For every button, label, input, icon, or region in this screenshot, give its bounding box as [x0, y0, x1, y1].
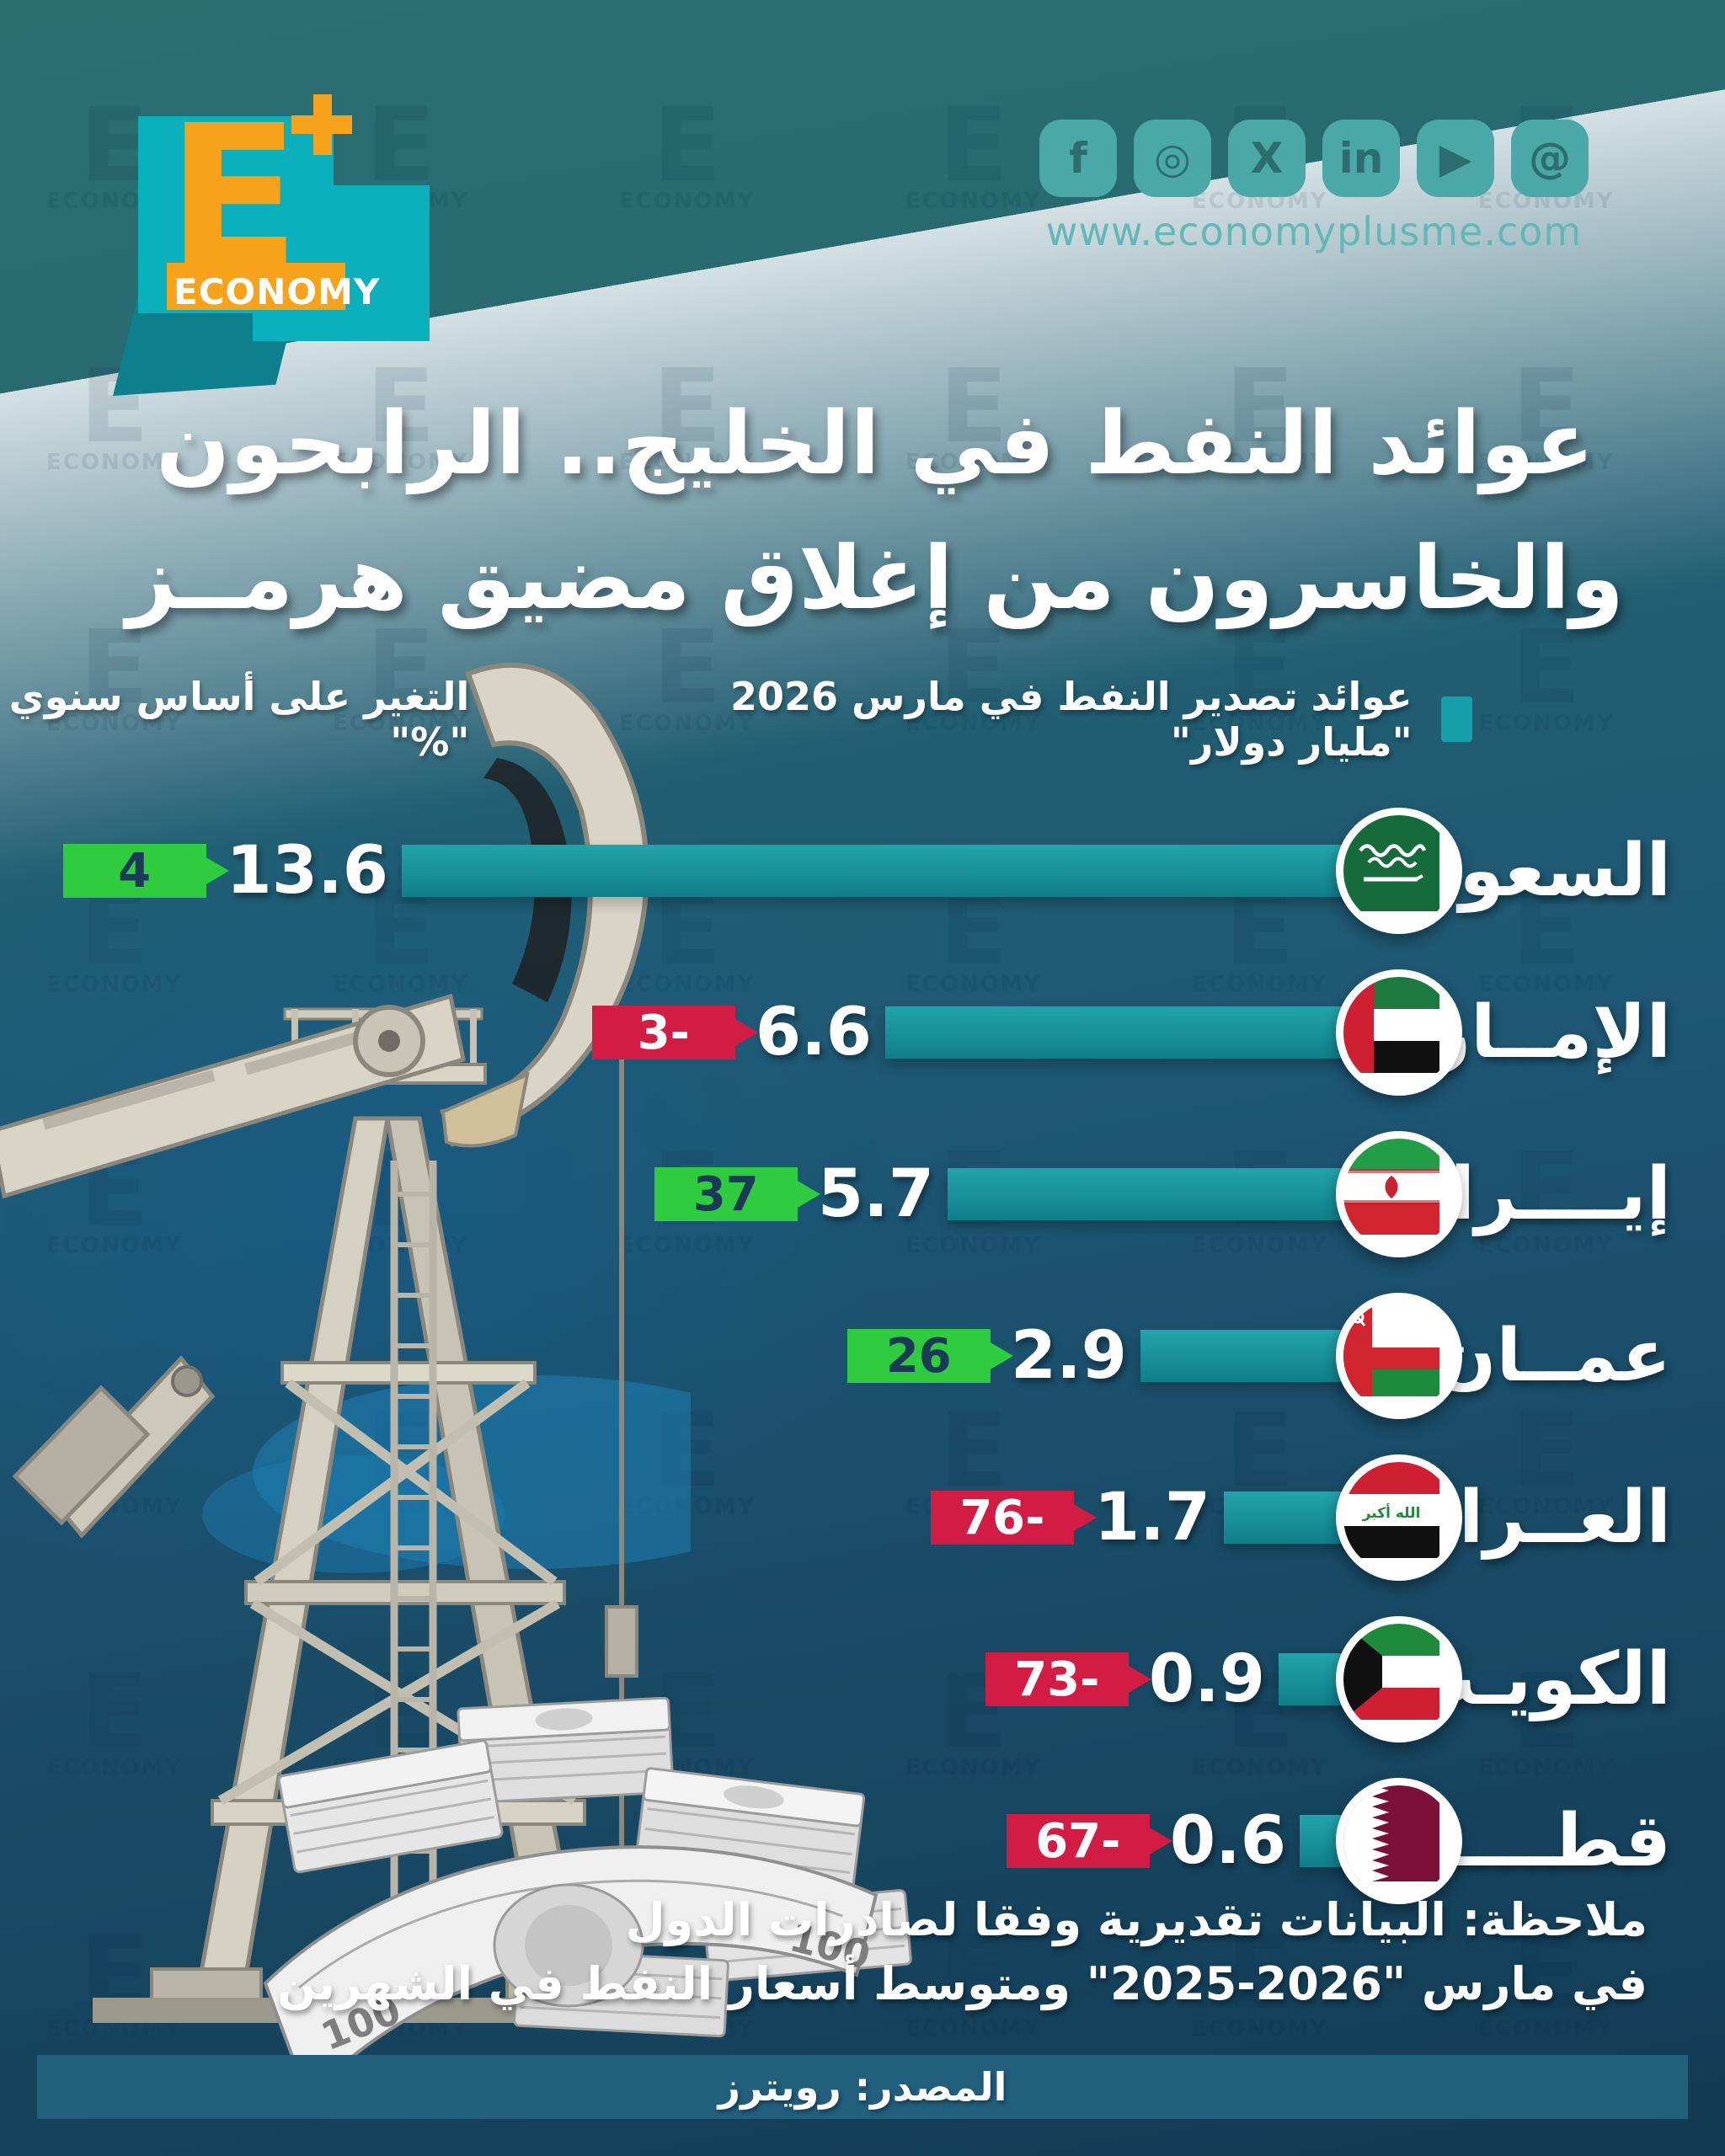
logo-letter-e: E [167, 83, 301, 311]
chart-legend: عوائد تصدير النفط في مارس 2026 "مليار دو… [0, 674, 1472, 765]
bar-row-qatar: 67- 0.6 قطـــــر [0, 1778, 1725, 1904]
country-label: عمــان [1434, 1314, 1671, 1398]
x-icon[interactable]: X [1228, 120, 1306, 197]
iran-flag [1336, 1131, 1462, 1257]
svg-text:الله أكبر: الله أكبر [1362, 1503, 1421, 1522]
change-badge: 4 [62, 844, 206, 899]
value-group: 76- 1.7 [930, 1480, 1210, 1556]
value-group: 3- 6.6 [591, 995, 872, 1070]
uae-flag [1336, 969, 1462, 1096]
revenue-bar [948, 1168, 1391, 1220]
threads-icon[interactable]: @ [1511, 120, 1589, 197]
bar-row-uae: 3- 6.6 الإمــارات [0, 969, 1725, 1096]
title-line-2: والخاسرون من إغلاق مضيق هرمــز [126, 527, 1624, 629]
revenue-value: 13.6 [226, 833, 388, 909]
bar-row-iran: 37 5.7 إيــــران [0, 1131, 1725, 1257]
website-url[interactable]: www.economyplusme.com [1045, 209, 1583, 254]
revenue-bar [885, 1006, 1391, 1059]
revenue-swatch-icon [1440, 696, 1472, 742]
dollar-bills-illustration: 100 100 [263, 1697, 912, 2100]
value-group: 67- 0.6 [1006, 1803, 1286, 1879]
change-badge: 73- [985, 1652, 1129, 1707]
logo-plus-icon [291, 94, 352, 155]
revenue-value: 1.7 [1093, 1480, 1210, 1556]
revenue-value: 0.6 [1169, 1803, 1286, 1879]
qatar-flag [1336, 1778, 1462, 1904]
footnote-line-2: في مارس "2026-2025" ومتوسط أسعار النفط ف… [277, 1956, 1648, 2010]
revenue-value: 6.6 [755, 995, 872, 1070]
oman-flag [1336, 1293, 1462, 1419]
source-band: المصدر: رويترز [37, 2055, 1688, 2119]
logo-strip [167, 263, 345, 310]
kuwait-flag [1336, 1616, 1462, 1742]
saudi-arabia-flag [1336, 808, 1462, 934]
bar-row-iraq: الله أكبر 76- 1.7 العــراق [0, 1454, 1725, 1581]
bar-row-oman: 26 2.9 عمــان [0, 1293, 1725, 1419]
change-badge: 76- [930, 1491, 1074, 1545]
value-group: 73- 0.9 [985, 1641, 1265, 1717]
legend-change-label: التغير على أساس سنوي "%" [8, 674, 470, 765]
instagram-icon[interactable]: ◎ [1134, 120, 1211, 197]
youtube-icon[interactable]: ▶ [1417, 120, 1494, 197]
value-group: 26 2.9 [846, 1318, 1127, 1394]
revenue-bar [402, 845, 1391, 897]
footnote: ملاحظة: البيانات تقديرية وفقا لصادرات ال… [277, 1888, 1648, 2015]
bar-row-kuwait: 73- 0.9 الكويـت [0, 1616, 1725, 1742]
title-line-1: عوائد النفط في الخليج.. الرابحون [156, 393, 1594, 494]
bar-row-saudi-arabia: 4 13.6 السعودية [0, 808, 1725, 934]
value-group: 37 5.7 [654, 1156, 934, 1232]
source-label: المصدر: رويترز [718, 2064, 1007, 2110]
change-badge: 37 [654, 1167, 798, 1222]
value-group: 4 13.6 [62, 833, 388, 909]
legend-revenue-label: عوائد تصدير النفط في مارس 2026 "مليار دو… [729, 674, 1413, 765]
social-block: f ◎ X in ▶ @ www.economyplusme.com [1032, 120, 1596, 254]
revenue-value: 5.7 [817, 1156, 934, 1232]
change-badge: 67- [1006, 1814, 1150, 1869]
iraq-flag: الله أكبر [1336, 1454, 1462, 1581]
revenue-value: 0.9 [1148, 1641, 1265, 1717]
facebook-icon[interactable]: f [1039, 120, 1117, 197]
change-badge: 26 [846, 1329, 991, 1384]
logo-wordmark: ECONOMY [174, 271, 381, 312]
change-badge: 3- [591, 1006, 735, 1060]
linkedin-icon[interactable]: in [1322, 120, 1400, 197]
legend-item-revenue: عوائد تصدير النفط في مارس 2026 "مليار دو… [615, 674, 1472, 765]
footnote-line-1: ملاحظة: البيانات تقديرية وفقا لصادرات ال… [625, 1893, 1648, 1946]
page-title: عوائد النفط في الخليج.. الرابحون والخاسر… [76, 377, 1674, 646]
social-icon-row: f ◎ X in ▶ @ [1032, 120, 1596, 197]
revenue-value: 2.9 [1010, 1318, 1127, 1394]
economy-plus-logo: E ECONOMY [113, 83, 430, 396]
